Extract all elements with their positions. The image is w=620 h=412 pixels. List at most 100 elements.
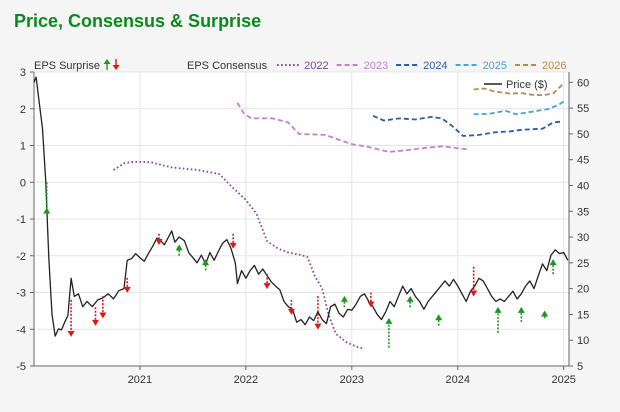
surprise-up-arrow: [541, 310, 549, 319]
right-tick-label: 5: [577, 361, 583, 373]
right-tick-label: 40: [577, 180, 589, 192]
surprise-arrowhead: [263, 283, 271, 290]
surprise-arrowhead: [67, 330, 75, 337]
legend-up-arrow-head: [103, 59, 111, 64]
left-tick-label: -4: [16, 324, 26, 336]
surprise-arrowhead: [43, 207, 51, 214]
legend-item-2024: 2024: [396, 60, 448, 72]
surprise-down-arrow: [91, 307, 99, 326]
surprise-arrowhead: [435, 314, 443, 321]
series-line-2024: [372, 114, 562, 137]
surprise-up-arrow: [517, 306, 525, 322]
right-tick-label: 60: [577, 77, 589, 89]
price-legend: Price ($): [484, 79, 548, 91]
legend: EPS Surprise EPS Consensus 2022 2023 2024 2…: [34, 59, 567, 72]
series-line-price: [33, 76, 569, 337]
x-tick-label: 2023: [340, 374, 364, 386]
series-line-2023: [236, 102, 469, 153]
x-tick-label: 2021: [128, 374, 152, 386]
left-tick-label: -3: [16, 288, 26, 300]
surprise-arrowhead: [340, 295, 348, 302]
surprise-up-arrow: [385, 317, 393, 348]
surprise-arrowhead: [287, 308, 295, 315]
surprise-arrowhead: [549, 259, 557, 266]
surprise-down-arrow: [155, 233, 163, 246]
price-legend-label: Price ($): [506, 79, 548, 91]
surprise-up-arrow: [43, 182, 51, 214]
surprise-arrowhead: [517, 306, 525, 313]
legend-item-label: 2026: [542, 60, 566, 72]
legend-item-label: 2023: [364, 60, 388, 72]
right-tick-label: 50: [577, 129, 589, 141]
surprise-arrowhead: [541, 310, 549, 317]
surprise-layer: [43, 182, 557, 348]
right-tick-label: 45: [577, 155, 589, 167]
left-axis: 3 2 1 0 -1 -2 -3 -4 -5: [16, 67, 35, 373]
surprise-up-arrow: [406, 295, 414, 308]
left-tick-label: -5: [16, 361, 26, 373]
chart-title: Price, Consensus & Surprise: [14, 11, 261, 31]
surprise-arrowhead: [385, 317, 393, 324]
x-tick-label: 2022: [234, 374, 258, 386]
surprise-down-arrow: [470, 266, 478, 297]
surprise-arrowhead: [123, 286, 131, 293]
surprise-down-arrow: [314, 296, 322, 330]
left-tick-label: 0: [20, 177, 26, 189]
left-tick-label: 1: [20, 141, 26, 153]
right-tick-label: 35: [577, 206, 589, 218]
surprise-arrowhead: [99, 312, 107, 319]
surprise-arrowhead: [494, 306, 502, 313]
surprise-down-arrow: [367, 292, 375, 308]
right-tick-label: 30: [577, 232, 589, 244]
right-tick-label: 20: [577, 284, 589, 296]
surprise-down-arrow: [99, 296, 107, 319]
legend-item-2025: 2025: [455, 60, 507, 72]
series-layer: [33, 76, 569, 350]
left-tick-label: 3: [20, 67, 26, 79]
surprise-arrowhead: [367, 301, 375, 308]
surprise-down-arrow: [229, 233, 237, 249]
surprise-down-arrow: [287, 299, 295, 315]
surprise-arrowhead: [314, 323, 322, 330]
series-line-2026: [473, 82, 565, 97]
x-axis: 2021 2022 2023 2024 2025: [34, 365, 576, 386]
legend-item-label: 2024: [423, 60, 447, 72]
legend-surprise-arrows: [103, 59, 120, 70]
right-tick-label: 25: [577, 258, 589, 270]
surprise-up-arrow: [549, 259, 557, 275]
right-tick-label: 10: [577, 335, 589, 347]
surprise-down-arrow: [67, 299, 75, 337]
left-tick-label: 2: [20, 104, 26, 116]
series-line-2022: [113, 160, 365, 350]
surprise-arrowhead: [155, 239, 163, 246]
legend-item-2023: 2023: [336, 60, 388, 72]
left-tick-label: -1: [16, 214, 26, 226]
right-axis: 60 55 50 45 40 35 30 25 20 15 10 5: [568, 72, 589, 373]
legend-item-2026: 2026: [515, 60, 567, 72]
x-tick-label: 2025: [551, 374, 575, 386]
surprise-arrowhead: [470, 290, 478, 297]
surprise-arrowhead: [406, 295, 414, 302]
surprise-up-arrow: [435, 314, 443, 326]
x-tick-label: 2024: [446, 374, 470, 386]
left-tick-label: -2: [16, 251, 26, 263]
legend-surprise-label: EPS Surprise: [34, 60, 100, 72]
surprise-arrowhead: [175, 244, 183, 251]
legend-item-2022: 2022: [277, 60, 329, 72]
legend-item-label: 2025: [483, 60, 507, 72]
legend-item-label: 2022: [304, 60, 328, 72]
surprise-down-arrow: [263, 274, 271, 290]
surprise-arrowhead: [91, 319, 99, 326]
surprise-up-arrow: [494, 306, 502, 333]
right-tick-label: 15: [577, 309, 589, 321]
series-line-2025: [473, 100, 565, 116]
legend-consensus-items: 2022 2023 2024 2025 2026: [277, 60, 567, 72]
surprise-up-arrow: [202, 259, 210, 271]
surprise-up-arrow: [340, 295, 348, 308]
surprise-arrowhead: [229, 242, 237, 249]
surprise-arrowhead: [202, 259, 210, 266]
legend-consensus-label: EPS Consensus: [187, 60, 268, 72]
surprise-down-arrow: [123, 277, 131, 293]
